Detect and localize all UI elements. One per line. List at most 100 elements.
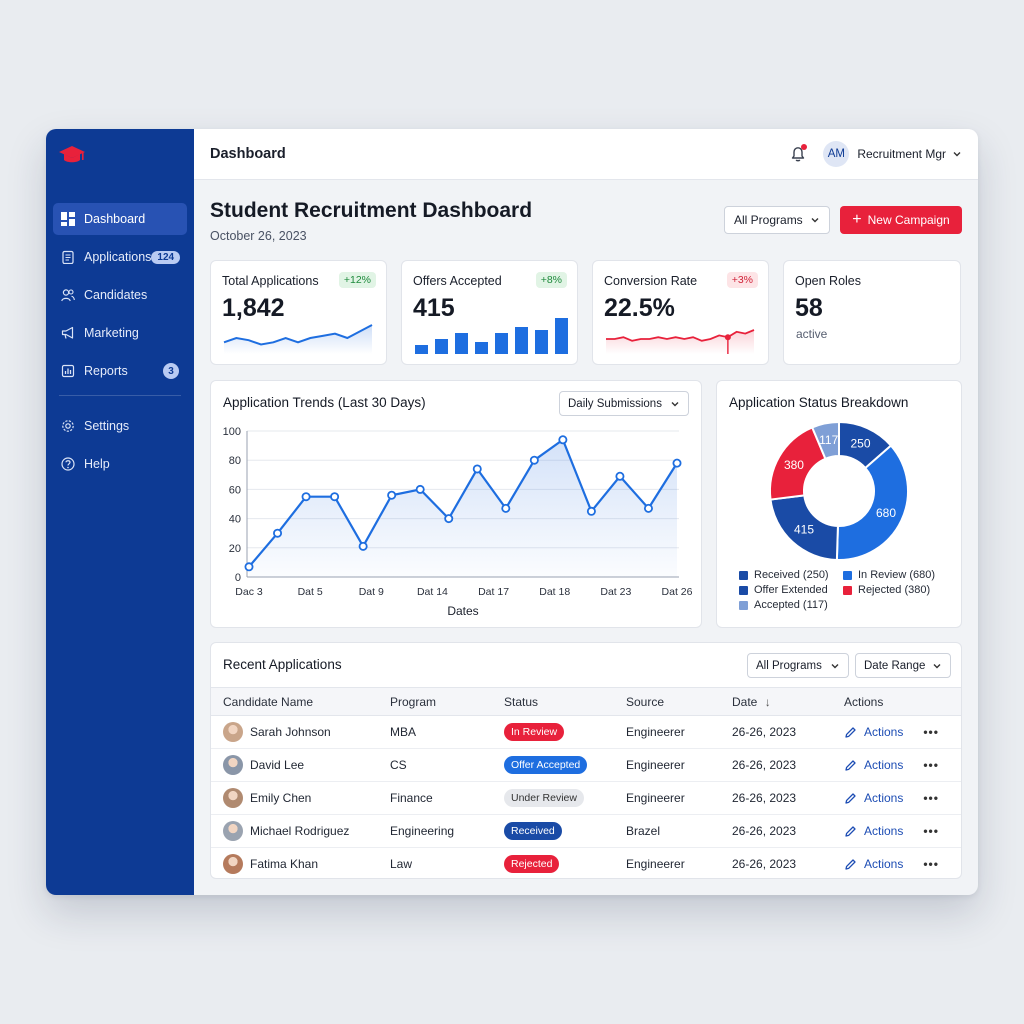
cell-candidate: David Lee [211, 748, 390, 782]
status-badge: Offer Accepted [504, 756, 588, 774]
sidebar-item-marketing[interactable]: Marketing [53, 317, 187, 349]
y-tick-label: 20 [229, 543, 241, 555]
kpi-delta-badge: +8% [535, 272, 567, 288]
spark-bar [495, 333, 508, 354]
legend-label: Accepted (117) [754, 599, 828, 611]
donut-slice-in-review [835, 444, 909, 561]
actions-wrap: Actions ••• [844, 725, 961, 739]
candidate-name: Fatima Khan [250, 857, 319, 872]
sidebar-item-applications[interactable]: Applications 124 [53, 241, 187, 273]
cell-source: Brazel [626, 814, 732, 848]
table-row[interactable]: Michael Rodriguez Engineering Received Braz… [211, 814, 961, 848]
cell-status: Rejected [504, 848, 626, 881]
avatar [223, 755, 243, 775]
cell-status: Received [504, 814, 626, 848]
avatar [223, 722, 243, 742]
spark-bar [475, 342, 488, 354]
sidebar-item-candidates[interactable]: Candidates [53, 279, 187, 311]
column-header-date[interactable]: Date ↓ [732, 687, 844, 716]
top-bar: Dashboard AM Recruitment Mgr [194, 129, 978, 180]
cell-candidate: Emily Chen [211, 781, 390, 815]
legend-swatch [739, 570, 748, 580]
more-options-icon[interactable]: ••• [923, 725, 939, 739]
cell-candidate: Sarah Johnson [211, 715, 390, 749]
legend-label: Received (250) [754, 569, 829, 581]
status-badge: Rejected [504, 855, 560, 874]
cell-date: 26-26, 2023 [732, 715, 844, 749]
actions-link[interactable]: Actions [864, 725, 904, 739]
legend-item-offer-extended: Offer Extended [739, 584, 843, 596]
sidebar-item-label: Help [84, 457, 110, 471]
chevron-down-icon[interactable] [952, 149, 962, 159]
chevron-down-icon [671, 401, 679, 406]
y-tick-label: 40 [229, 514, 241, 526]
column-header-candidate[interactable]: Candidate Name [211, 687, 390, 716]
x-tick-label: Dat 18 [539, 586, 570, 598]
daily-submissions-select[interactable]: Daily Submissions [559, 391, 689, 416]
new-campaign-label: New Campaign [867, 213, 950, 227]
data-point [301, 492, 311, 502]
bell-icon [792, 147, 805, 162]
user-name[interactable]: Recruitment Mgr [857, 147, 946, 161]
notification-button[interactable] [787, 143, 809, 165]
clipboard-icon [62, 250, 74, 264]
plus-icon: + [852, 211, 862, 228]
column-header-program[interactable]: Program [390, 687, 504, 716]
sidebar-item-reports[interactable]: Reports 3 [53, 355, 187, 387]
sidebar-item-help[interactable]: Help [53, 448, 187, 480]
legend-item-received: Received (250) [739, 569, 843, 581]
daily-submissions-value: Daily Submissions [568, 397, 662, 410]
data-point [330, 492, 340, 502]
main-content: Dashboard AM Recruitment Mgr Student Rec… [194, 129, 978, 895]
kpi-card-total-applications[interactable]: Total Applications +12% 1,842 [210, 260, 387, 365]
cell-program: MBA [390, 715, 504, 749]
x-tick-label: Dat 5 [298, 586, 323, 598]
table-row[interactable]: Fatima Khan Law Rejected Engineerer 26-26, 2… [211, 848, 961, 881]
sidebar-item-settings[interactable]: Settings [53, 410, 187, 442]
kpi-title: Open Roles [795, 274, 862, 288]
cell-candidate: Michael Rodriguez [211, 814, 390, 848]
date-range-filter[interactable]: Date Range [855, 653, 951, 678]
status-breakdown-panel: Application Status Breakdown 250 680 415 38… [716, 380, 962, 628]
more-options-icon[interactable]: ••• [923, 791, 939, 805]
slice-value-label: 415 [794, 522, 814, 536]
kpi-card-open-roles[interactable]: Open Roles 58 active [783, 260, 961, 365]
more-options-icon[interactable]: ••• [923, 857, 939, 872]
actions-link[interactable]: Actions [864, 758, 904, 772]
user-avatar[interactable]: AM [823, 141, 850, 167]
sidebar-item-label: Settings [84, 419, 130, 433]
sidebar-item-label: Applications [84, 250, 152, 264]
new-campaign-button[interactable]: + New Campaign [840, 206, 962, 234]
candidate-name-wrap: Michael Rodriguez [223, 821, 390, 841]
kpi-title: Conversion Rate [604, 274, 698, 288]
kpi-card-conversion-rate[interactable]: Conversion Rate +3% 22.5% [592, 260, 769, 365]
table-row[interactable]: Sarah Johnson MBA In Review Engineerer 26-26… [211, 715, 961, 749]
table-row[interactable]: David Lee CS Offer Accepted Engineerer 26-26… [211, 748, 961, 782]
data-point [558, 435, 568, 445]
actions-link[interactable]: Actions [864, 791, 904, 805]
actions-link[interactable]: Actions [864, 824, 904, 838]
sidebar-item-dashboard[interactable]: Dashboard [53, 203, 187, 235]
report-icon [61, 364, 75, 378]
more-options-icon[interactable]: ••• [923, 758, 939, 772]
y-tick-label: 0 [235, 572, 241, 584]
kpi-card-offers-accepted[interactable]: Offers Accepted +8% 415 [401, 260, 578, 365]
cell-source: Engineerer [626, 857, 685, 872]
sidebar-item-label: Marketing [84, 326, 139, 340]
donut-legend: Received (250) In Review (680) Offer Ext… [739, 569, 949, 611]
legend-swatch [739, 585, 748, 595]
spark-bar [455, 333, 468, 354]
sidebar-divider [59, 395, 181, 396]
table-row[interactable]: Emily Chen Finance Under Review Engineerer 2… [211, 781, 961, 815]
candidate-name: Sarah Johnson [250, 725, 331, 739]
column-header-status[interactable]: Status [504, 687, 626, 716]
program-filter-select[interactable]: All Programs [724, 206, 830, 234]
graduation-cap-icon[interactable] [58, 143, 86, 167]
more-options-icon[interactable]: ••• [923, 824, 939, 838]
column-header-source[interactable]: Source [626, 687, 732, 716]
panel-title: Application Status Breakdown [729, 395, 909, 410]
kpi-value: 22.5% [604, 294, 675, 322]
actions-link[interactable]: Actions [864, 857, 904, 872]
sparkline-marker [724, 334, 731, 341]
table-program-filter[interactable]: All Programs [747, 653, 849, 678]
